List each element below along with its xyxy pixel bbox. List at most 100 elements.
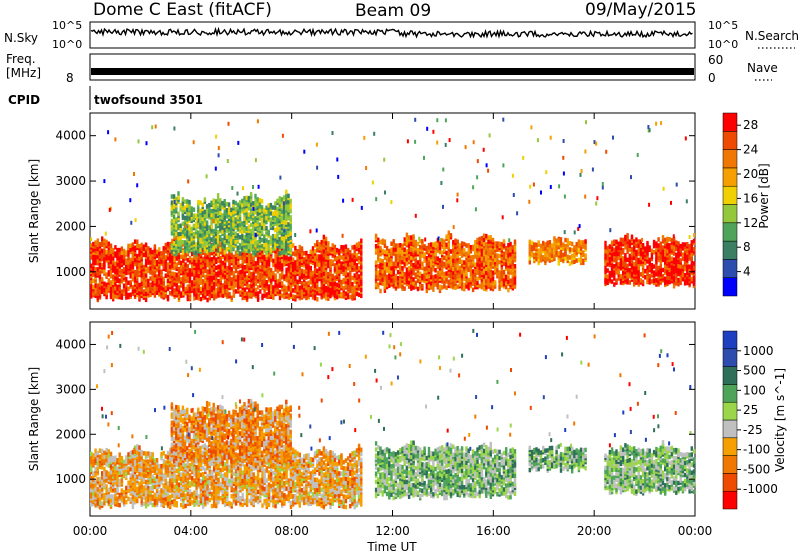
echo-cell — [452, 258, 455, 263]
echo-cell — [675, 273, 678, 278]
echo-cell — [197, 199, 200, 205]
echo-cell — [169, 274, 172, 280]
echo-cell — [421, 245, 424, 250]
echo-cell — [652, 250, 656, 255]
echo-cell — [289, 225, 292, 230]
echo-cell — [633, 278, 636, 283]
echo-cell — [241, 198, 244, 204]
echo-cell — [199, 200, 202, 205]
echo-cell — [225, 214, 229, 219]
echo-cell — [471, 287, 475, 293]
echo-cell — [221, 250, 225, 255]
echo-cell — [582, 240, 585, 245]
echo-cell — [463, 272, 466, 278]
echo-cell — [346, 272, 350, 277]
echo-cell — [278, 251, 281, 256]
echo-cell — [103, 248, 106, 254]
echo-cell — [278, 273, 282, 278]
echo-cell — [617, 245, 620, 251]
echo-cell — [98, 270, 102, 276]
echo-cell — [221, 237, 224, 243]
echo-cell — [247, 195, 251, 201]
echo-cell — [172, 218, 176, 224]
echo-cell — [436, 242, 439, 247]
echo-cell — [434, 249, 437, 255]
echo-cell — [186, 231, 189, 237]
echo-cell — [613, 247, 616, 253]
echo-cell — [379, 262, 382, 267]
echo-cell — [263, 275, 266, 280]
echo-cell — [635, 249, 638, 255]
echo-cell — [322, 261, 326, 266]
echo-cell — [118, 278, 121, 283]
echo-cell — [383, 284, 387, 289]
echo-cell — [238, 208, 242, 213]
echo-cell — [579, 254, 583, 259]
echo-cell — [181, 197, 185, 202]
echo-cell — [452, 270, 455, 276]
echo-cell — [390, 241, 393, 246]
echo-cell — [175, 239, 178, 245]
echo-cell — [322, 253, 326, 258]
echo-cell — [559, 251, 563, 256]
echo-cell — [443, 284, 446, 289]
echo-cell — [675, 240, 678, 245]
echo-cell — [109, 243, 113, 248]
echo-cell — [194, 246, 198, 251]
echo-cell — [377, 282, 380, 287]
echo-cell — [668, 243, 671, 248]
echo-cell — [199, 286, 203, 292]
echo-cell — [205, 214, 209, 219]
echo-cell — [149, 282, 152, 287]
echo-cell — [401, 266, 404, 271]
echo-cell — [318, 254, 321, 259]
echo-cell — [281, 281, 284, 286]
echo-cell — [107, 278, 110, 283]
echo-cell — [357, 292, 361, 297]
echo-cell — [307, 292, 310, 298]
echo-cell — [403, 286, 406, 291]
echo-cell — [485, 250, 488, 255]
echo-cell — [606, 249, 609, 255]
echo-cell — [199, 274, 203, 279]
echo-cell — [192, 231, 196, 237]
echo-cell — [460, 253, 464, 258]
echo-cell — [140, 287, 143, 292]
echo-cell — [221, 272, 225, 278]
echo-cell — [419, 283, 422, 289]
echo-cell — [247, 242, 251, 248]
echo-cell — [511, 245, 514, 250]
echo-cell — [655, 263, 658, 269]
echo-cell — [208, 289, 211, 295]
echo-cell — [683, 252, 687, 257]
echo-cell — [160, 294, 163, 299]
echo-cell — [584, 245, 587, 250]
echo-cell — [335, 282, 339, 288]
echo-cell — [230, 221, 233, 227]
echo-cell — [430, 285, 433, 290]
echo-cell — [573, 251, 576, 256]
echo-cell — [153, 291, 157, 296]
echo-cell — [285, 193, 288, 199]
echo-cell — [351, 290, 354, 295]
echo-cell — [215, 275, 218, 281]
echo-cell — [147, 252, 150, 257]
echo-cell — [606, 274, 609, 279]
echo-cell — [320, 246, 323, 251]
echo-cell — [300, 258, 304, 263]
echo-cell — [206, 269, 209, 274]
echo-cell — [162, 250, 165, 255]
echo-cell — [281, 293, 284, 298]
echo-cell — [419, 263, 422, 268]
echo-cell — [487, 263, 490, 269]
echo-cell — [263, 254, 266, 260]
echo-cell — [474, 280, 477, 286]
echo-cell — [188, 224, 191, 229]
echo-cell — [129, 272, 132, 277]
echo-cell — [305, 295, 308, 301]
echo-cell — [511, 277, 514, 283]
echo-cell — [166, 241, 170, 247]
freq-unit: [MHz] — [6, 66, 41, 80]
echo-cell — [668, 267, 671, 273]
echo-cell — [666, 242, 669, 248]
